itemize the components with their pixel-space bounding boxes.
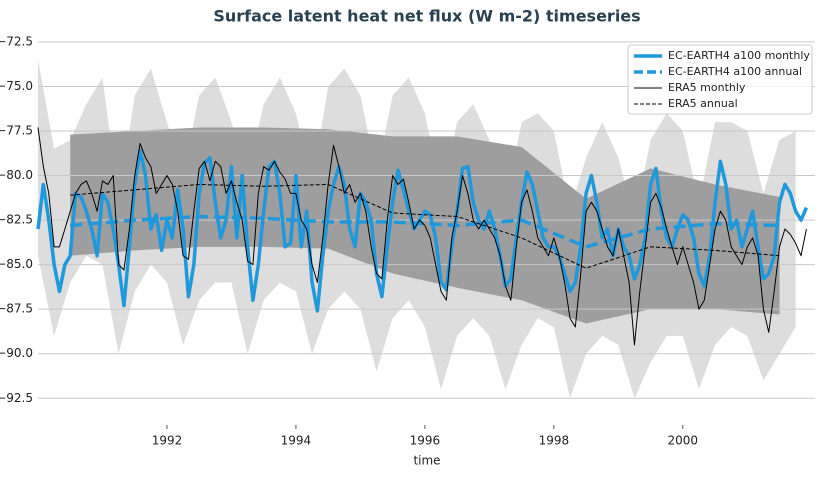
legend-label: ERA5 monthly — [668, 81, 746, 94]
y-tick-label: −85.0 — [0, 257, 33, 271]
y-tick-label: −75.0 — [0, 79, 33, 93]
legend-box — [627, 44, 813, 115]
series-line — [70, 183, 780, 269]
legend-label: EC-EARTH4 a100 annual — [668, 65, 802, 78]
y-tick-label: −92.5 — [0, 391, 33, 405]
y-tick-label: −87.5 — [0, 302, 33, 316]
x-tick-label: 1998 — [539, 434, 570, 448]
x-tick-label: 2000 — [668, 434, 699, 448]
legend: EC-EARTH4 a100 monthly EC-EARTH4 a100 ann… — [627, 44, 813, 115]
y-tick-label: −72.5 — [0, 34, 33, 48]
legend-label: EC-EARTH4 a100 monthly — [668, 49, 810, 62]
series-line — [70, 214, 780, 249]
y-tick-label: −82.5 — [0, 213, 33, 227]
y-tick-label: −80.0 — [0, 168, 33, 182]
x-tick-label: 1996 — [410, 434, 441, 448]
x-tick-label: 1992 — [152, 434, 183, 448]
y-tick-label: −77.5 — [0, 124, 33, 138]
legend-label: ERA5 annual — [668, 97, 738, 110]
chart-title: Surface latent heat net flux (W m-2) tim… — [213, 7, 640, 26]
series-line — [37, 127, 807, 346]
x-tick-label: 1994 — [281, 434, 312, 448]
y-tick-label: −90.0 — [0, 346, 33, 360]
x-axis-label: time — [413, 454, 440, 468]
